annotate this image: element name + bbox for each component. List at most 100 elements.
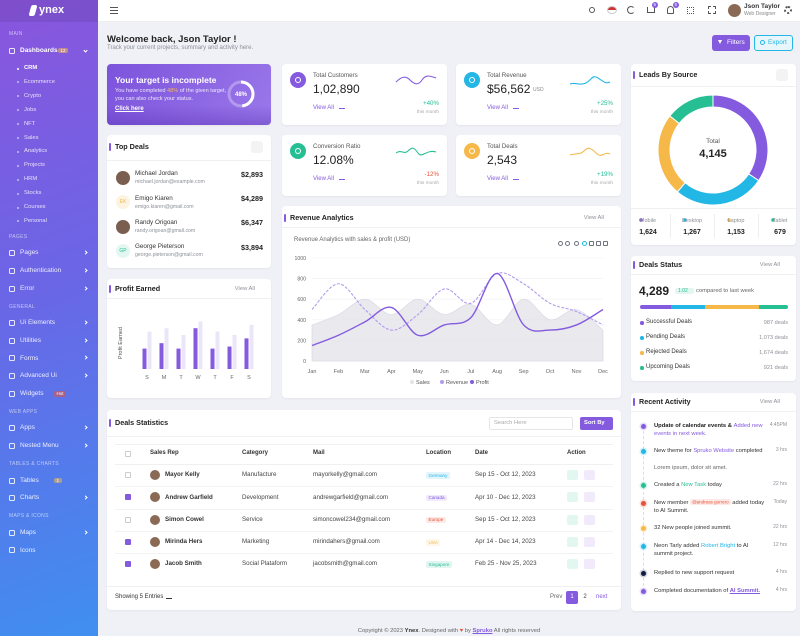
search-icon[interactable] (589, 7, 595, 13)
menu-item[interactable]: Widgets (20, 389, 44, 397)
submenu-item[interactable]: Projects (24, 162, 45, 169)
notification-icon[interactable] (667, 6, 674, 14)
checkbox[interactable] (125, 538, 131, 545)
stat-link[interactable]: View All (487, 176, 508, 183)
download-button[interactable] (567, 492, 578, 503)
submenu-item[interactable]: Jobs (24, 106, 37, 113)
checkbox[interactable] (125, 561, 131, 568)
target-text-before: You have completed (115, 88, 168, 94)
menu-item[interactable]: Pages (20, 249, 39, 257)
category: Development (242, 493, 279, 501)
download-button[interactable] (567, 559, 578, 570)
deal-email: emigo.kiaren@gmail.com (135, 203, 194, 210)
activity-text: Update of calendar events & Added new ev… (654, 422, 766, 439)
view-all-dropdown[interactable]: View All (759, 398, 780, 405)
stat-link[interactable]: View All (487, 105, 508, 112)
checkbox[interactable] (125, 494, 131, 501)
icon-badge: 5 (652, 2, 658, 8)
deal-name: George Pieterson (135, 243, 185, 251)
chart-toolbar-icon[interactable] (595, 241, 601, 246)
divider (631, 411, 796, 412)
chart-toolbar-icon[interactable] (602, 241, 608, 246)
pagination-page[interactable]: 2 (583, 594, 587, 601)
checkbox[interactable] (125, 451, 131, 457)
menu-chevron (83, 425, 88, 430)
menu-item[interactable]: Ui Elements (20, 319, 56, 327)
edit-button[interactable] (584, 536, 595, 547)
chart-toolbar-icon[interactable] (557, 241, 563, 246)
view-all-dropdown[interactable]: View All (234, 285, 255, 292)
user-avatar[interactable] (728, 4, 741, 17)
chart-toolbar-icon[interactable] (573, 241, 579, 246)
menu-item[interactable]: Dashboards (20, 46, 58, 54)
chart-toolbar-icon[interactable] (588, 241, 594, 246)
export-button[interactable] (754, 35, 793, 51)
menu-icon (9, 250, 15, 257)
theme-toggle[interactable] (627, 6, 635, 14)
target-highlight: 48% (167, 88, 179, 94)
submenu-item[interactable]: Sales (24, 134, 39, 141)
chart-toolbar-icon[interactable] (581, 241, 587, 246)
activity-text-part: AI Summit. (729, 587, 761, 594)
submenu-item[interactable]: Personal (24, 217, 47, 224)
page-title: Welcome back, Json Taylor ! (107, 34, 237, 46)
menu-item[interactable]: Maps (20, 528, 36, 536)
submenu-item[interactable]: Courses (24, 204, 46, 211)
fullscreen-icon[interactable] (708, 6, 716, 14)
menu-item[interactable]: Nested Menu (20, 442, 59, 450)
sort-button[interactable] (580, 417, 613, 430)
settings-icon[interactable] (784, 6, 792, 14)
submenu-item[interactable]: CRM (24, 65, 38, 72)
submenu-item[interactable]: Crypto (24, 92, 42, 99)
edit-button[interactable] (584, 492, 595, 503)
menu-item[interactable]: Utilities (20, 336, 41, 344)
pagination-next[interactable]: next (596, 594, 608, 601)
pagination-page[interactable]: 1 (570, 594, 574, 601)
download-button[interactable] (567, 470, 578, 480)
status-label: Rejected Deals (646, 349, 687, 356)
stat-link[interactable]: View All (313, 176, 334, 183)
language-flag[interactable] (607, 6, 617, 14)
view-all-dropdown[interactable]: View All (759, 261, 780, 268)
submenu-dot (17, 192, 19, 195)
menu-item[interactable]: Charts (20, 494, 40, 502)
menu-item[interactable]: Apps (20, 424, 35, 432)
stat-link[interactable]: View All (313, 105, 334, 112)
submenu-item[interactable]: Analytics (24, 148, 48, 155)
menu-item[interactable]: Tables (20, 476, 39, 484)
submenu-item[interactable]: Ecommerce (24, 78, 55, 85)
menu-item[interactable]: Forms (20, 354, 39, 362)
menu-item[interactable]: Icons (20, 546, 36, 554)
more-button[interactable] (251, 141, 263, 153)
menu-item[interactable]: Error (20, 284, 35, 292)
download-button[interactable] (567, 536, 578, 547)
stat-link-arrow (513, 108, 519, 109)
menu-item[interactable]: Advanced Ui (20, 372, 57, 380)
edit-button[interactable] (584, 559, 595, 570)
submenu-dot (17, 150, 19, 153)
chart-toolbar-icon[interactable] (564, 241, 570, 246)
download-button[interactable] (567, 514, 578, 525)
edit-button[interactable] (584, 470, 595, 480)
search-input[interactable] (489, 417, 573, 430)
more-button[interactable] (776, 69, 788, 81)
target-link[interactable]: Click here (115, 106, 144, 113)
submenu-item[interactable]: Stocks (24, 190, 42, 197)
edit-button[interactable] (584, 514, 595, 525)
status-label: Successful Deals (646, 319, 693, 326)
checkbox[interactable] (125, 516, 131, 523)
menu-item[interactable]: Authentication (20, 266, 62, 274)
card-title-bar (633, 261, 635, 269)
logo[interactable]: ynex (39, 4, 65, 16)
submenu-item[interactable]: NFT (24, 120, 36, 127)
menu-toggle[interactable] (110, 7, 118, 8)
submenu-item[interactable]: HRM (24, 176, 38, 183)
apps-icon[interactable] (687, 7, 694, 14)
cart-icon[interactable] (647, 7, 655, 13)
view-all-dropdown[interactable]: View All (583, 214, 604, 221)
filters-button[interactable] (712, 35, 750, 51)
pagination-prev[interactable]: Prev (550, 594, 563, 601)
avatar (116, 195, 130, 210)
activity-text-part: New theme for (654, 447, 694, 454)
checkbox[interactable] (125, 472, 131, 478)
